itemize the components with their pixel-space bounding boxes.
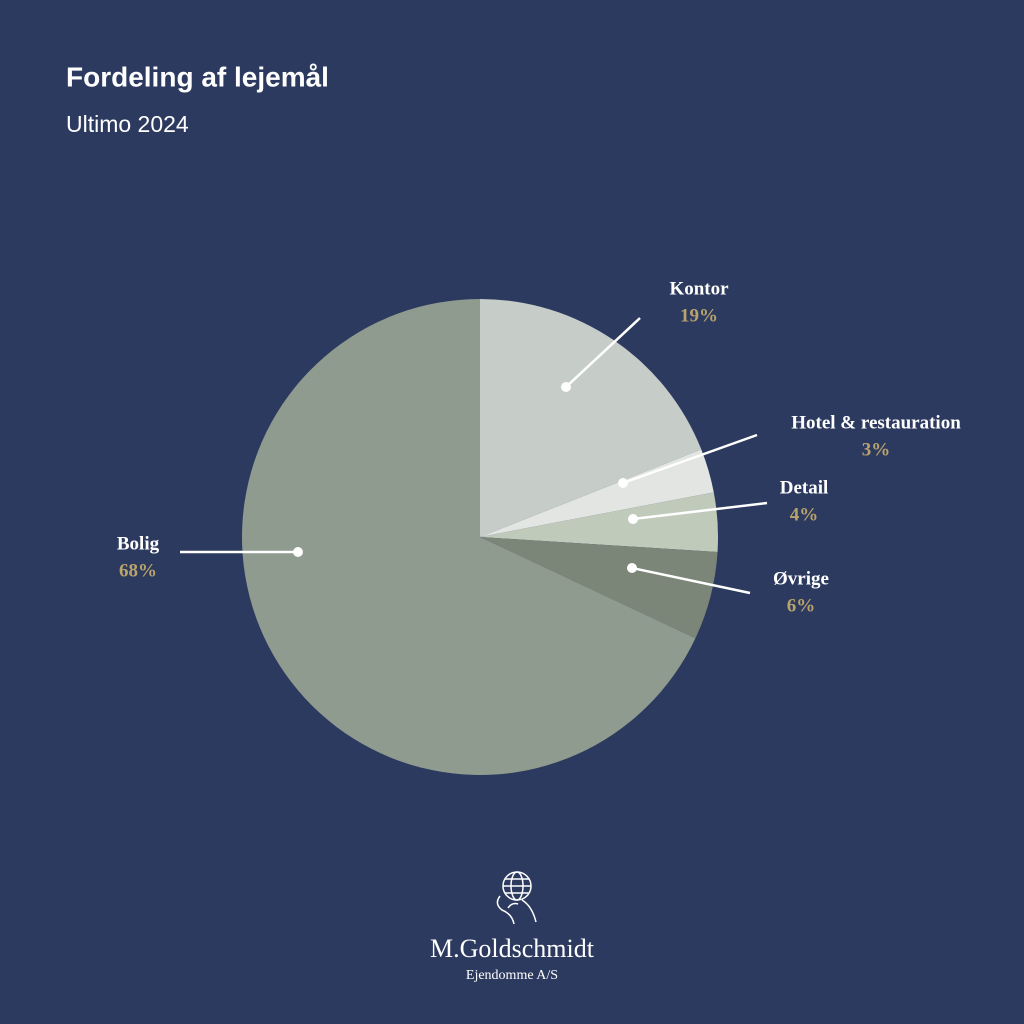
- slice-value-label: 19%: [680, 305, 718, 326]
- slice-label: Bolig: [117, 533, 160, 554]
- pie-slice: [480, 492, 718, 552]
- pie-slice: [241, 299, 696, 776]
- leader-line: [632, 501, 768, 521]
- pie: [241, 299, 718, 776]
- slice-label: Hotel & restauration: [791, 412, 961, 433]
- labels: Kontor 19% Hotel & restauration 3% Detail 4% Ø…: [117, 278, 961, 616]
- leader-line: [631, 566, 751, 595]
- slice-label: Øvrige: [773, 568, 829, 589]
- logo-icon: [496, 871, 537, 925]
- leader-dot: [293, 547, 303, 557]
- leader-dot: [627, 563, 637, 573]
- slice-value-label: 68%: [119, 560, 157, 581]
- leader-line: [565, 317, 641, 388]
- slice-value-label: 6%: [787, 595, 816, 616]
- leader-dot: [561, 382, 571, 392]
- leader-dot: [628, 514, 638, 524]
- leader-dot: [618, 478, 628, 488]
- slice-value-label: 3%: [862, 439, 891, 460]
- leader-line: [622, 433, 758, 485]
- pie-slice: [480, 537, 718, 639]
- slice-label: Detail: [780, 477, 829, 498]
- chart-subtitle: Ultimo 2024: [66, 111, 189, 137]
- chart-title: Fordeling af lejemål: [66, 61, 329, 92]
- logo-tagline: Ejendomme A/S: [466, 968, 558, 983]
- slice-label: Kontor: [669, 278, 729, 299]
- slice-value-label: 4%: [790, 504, 819, 525]
- pie-slice: [480, 299, 702, 537]
- logo-name: M.Goldschmidt: [430, 934, 595, 963]
